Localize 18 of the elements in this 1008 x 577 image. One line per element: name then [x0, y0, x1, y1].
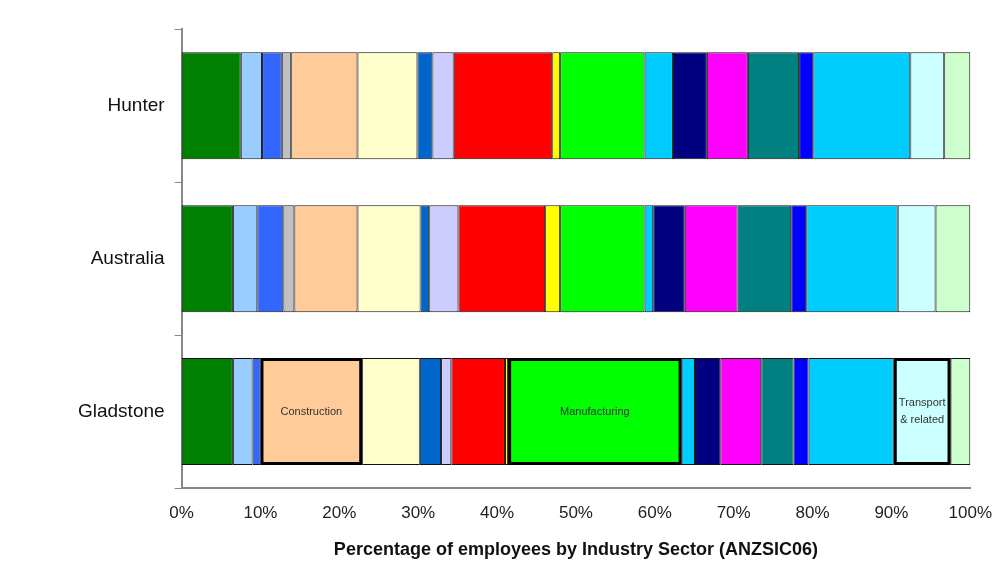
x-tick-label: 90%	[874, 502, 909, 522]
x-tick-label: 0%	[169, 502, 194, 522]
x-tick-label: 30%	[401, 502, 436, 522]
y-tick-label: Gladstone	[77, 399, 165, 421]
x-tick-label: 60%	[637, 502, 672, 522]
x-tick-label: 10%	[243, 502, 278, 522]
x-tick-label: 80%	[795, 502, 830, 522]
y-tick-label: Australia	[90, 246, 166, 268]
x-tick-label: 40%	[480, 502, 515, 522]
series-label: Manufacturing	[560, 404, 630, 417]
x-axis-title: Percentage of employees by Industry Sector (ANZSIC06)	[333, 539, 819, 560]
x-tick-label: 50%	[558, 502, 593, 522]
x-tick-label: 100%	[948, 502, 992, 522]
series-label: Transport & related	[898, 396, 946, 426]
series-label: Construction	[280, 404, 343, 417]
x-tick-label: 20%	[322, 502, 357, 522]
x-tick-label: 70%	[716, 502, 751, 522]
y-tick-label: Hunter	[107, 94, 166, 116]
